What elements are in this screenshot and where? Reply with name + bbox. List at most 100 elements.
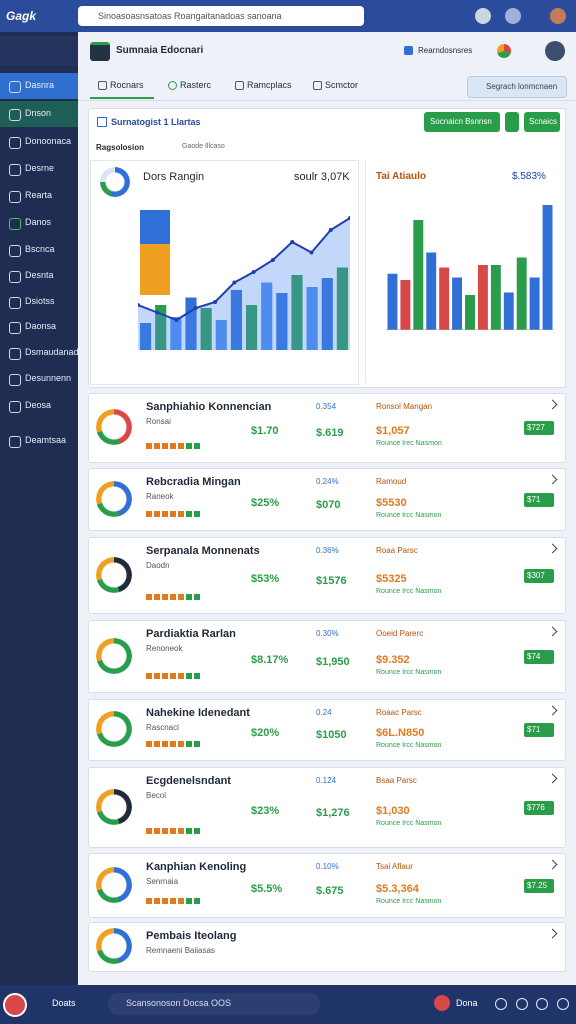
- tab[interactable]: Rocnars: [110, 80, 144, 90]
- row-icon: [96, 711, 132, 747]
- search-box[interactable]: Sinoasoasnsatoas Roangaitanadoas sanoana: [78, 6, 364, 26]
- row-subtitle: Daodn: [146, 561, 170, 570]
- bar: [452, 277, 463, 330]
- bottom-left[interactable]: Doats: [52, 998, 76, 1008]
- bar: [465, 295, 475, 330]
- bottom-search[interactable]: Scansonoson Docsa OOS: [108, 993, 320, 1015]
- bottom-icon[interactable]: [495, 998, 507, 1010]
- row-status: Ramoud: [376, 477, 407, 486]
- row-amount: $070: [316, 498, 341, 511]
- sidebar-icon: [9, 436, 21, 448]
- row-icon: [96, 409, 132, 445]
- sidebar-item[interactable]: Desnta: [25, 270, 54, 280]
- star: [162, 594, 168, 600]
- sidebar-item[interactable]: Dnson: [25, 108, 52, 118]
- status-icon: [404, 46, 413, 55]
- star: [186, 511, 192, 517]
- star: [186, 898, 192, 904]
- star: [194, 828, 200, 834]
- row-card[interactable]: [88, 922, 566, 972]
- bar: [140, 323, 152, 350]
- row-change: 0.36%: [316, 546, 339, 555]
- logo: Gagk: [6, 9, 37, 23]
- row-icon: [96, 928, 132, 964]
- bottom-right[interactable]: Dona: [456, 998, 478, 1008]
- sidebar-item[interactable]: Donoonaca: [25, 136, 72, 146]
- row-card[interactable]: [88, 620, 566, 693]
- bottom-icon[interactable]: [516, 998, 528, 1010]
- row-title: Sanphiahio Konnencian: [146, 401, 272, 413]
- star: [194, 594, 200, 600]
- star: [178, 828, 184, 834]
- row-card[interactable]: [88, 699, 566, 761]
- sidebar-item[interactable]: Rearta: [25, 190, 53, 200]
- panel-title: Dors Rangin: [143, 171, 205, 183]
- tab[interactable]: Rasterc: [180, 80, 212, 90]
- row-note: Rounce Ircc Nasmon: [376, 819, 442, 827]
- star: [194, 673, 200, 679]
- sidebar-head: [0, 36, 78, 66]
- row-card[interactable]: [88, 853, 566, 918]
- sidebar-item[interactable]: Danos: [25, 217, 52, 227]
- point: [232, 280, 237, 285]
- sidebar-item[interactable]: Deosa: [25, 400, 52, 410]
- row-card[interactable]: [88, 468, 566, 531]
- panel-metric: $.583%: [512, 171, 546, 182]
- bar: [503, 292, 514, 330]
- bottom-icon[interactable]: [536, 998, 548, 1010]
- row-change: 0.354: [316, 402, 337, 411]
- sidebar-item[interactable]: Desrne: [25, 163, 55, 173]
- header-title: Sumnaia Edocnari: [116, 45, 204, 56]
- sidebar-item[interactable]: Dasnra: [25, 80, 55, 90]
- row-card[interactable]: [88, 537, 566, 614]
- row-total: $6L.N850: [376, 727, 425, 739]
- row-total: $1,030: [376, 804, 410, 817]
- bar: [542, 205, 553, 330]
- sidebar-item[interactable]: Dsiotss: [25, 296, 55, 306]
- row-amount: $1,950: [316, 655, 350, 668]
- tab[interactable]: Scmctor: [325, 80, 359, 90]
- star: [170, 898, 176, 904]
- sidebar-item[interactable]: Daonsa: [25, 321, 57, 331]
- top-icon[interactable]: [550, 8, 566, 24]
- button[interactable]: Scnaics: [524, 112, 560, 132]
- row-rate: $8.17%: [251, 653, 289, 666]
- point: [270, 258, 275, 262]
- row-change: 0.124: [316, 776, 337, 785]
- row-subtitle: Raneok: [146, 492, 174, 501]
- point: [290, 240, 295, 244]
- sidebar-icon: [9, 81, 21, 93]
- star: [162, 828, 168, 834]
- sidebar-item[interactable]: Dsmaudanadis: [25, 347, 86, 357]
- button-label: Socnaicn Bsnnsn: [430, 117, 492, 126]
- sidebar-icon: [9, 218, 21, 230]
- tab[interactable]: Ramcplacs: [247, 80, 292, 90]
- star: [186, 828, 192, 834]
- bar: [336, 267, 348, 350]
- tab-icon: [98, 81, 107, 90]
- button[interactable]: [505, 112, 519, 132]
- row-subtitle: Senrnaia: [146, 877, 179, 886]
- bottom-icon[interactable]: [557, 998, 569, 1010]
- row-title: Serpanala Monnenats: [146, 545, 260, 557]
- star: [194, 741, 200, 747]
- row-change: 0.24%: [316, 477, 339, 486]
- row-card[interactable]: [88, 393, 566, 463]
- sidebar-item[interactable]: Bscnca: [25, 244, 55, 254]
- point: [213, 300, 218, 304]
- row-badge: $71: [524, 492, 554, 507]
- sidebar-item[interactable]: Deamtsaa: [25, 435, 67, 445]
- point: [193, 306, 198, 310]
- sidebar-item[interactable]: Desunnenn: [25, 373, 72, 383]
- button[interactable]: Socnaicn Bsnnsn: [424, 112, 500, 132]
- bar: [477, 265, 488, 330]
- close[interactable]: [544, 142, 554, 152]
- row-card[interactable]: [88, 767, 566, 848]
- star: [170, 594, 176, 600]
- sidebar-icon: [9, 322, 21, 334]
- row-subtitle: Remnaeni Baiiasas: [146, 946, 215, 955]
- tab-action[interactable]: Segrach lonmcnaen: [467, 76, 567, 98]
- top-icon[interactable]: [505, 8, 521, 24]
- star: [146, 511, 152, 517]
- top-icon[interactable]: [475, 8, 491, 24]
